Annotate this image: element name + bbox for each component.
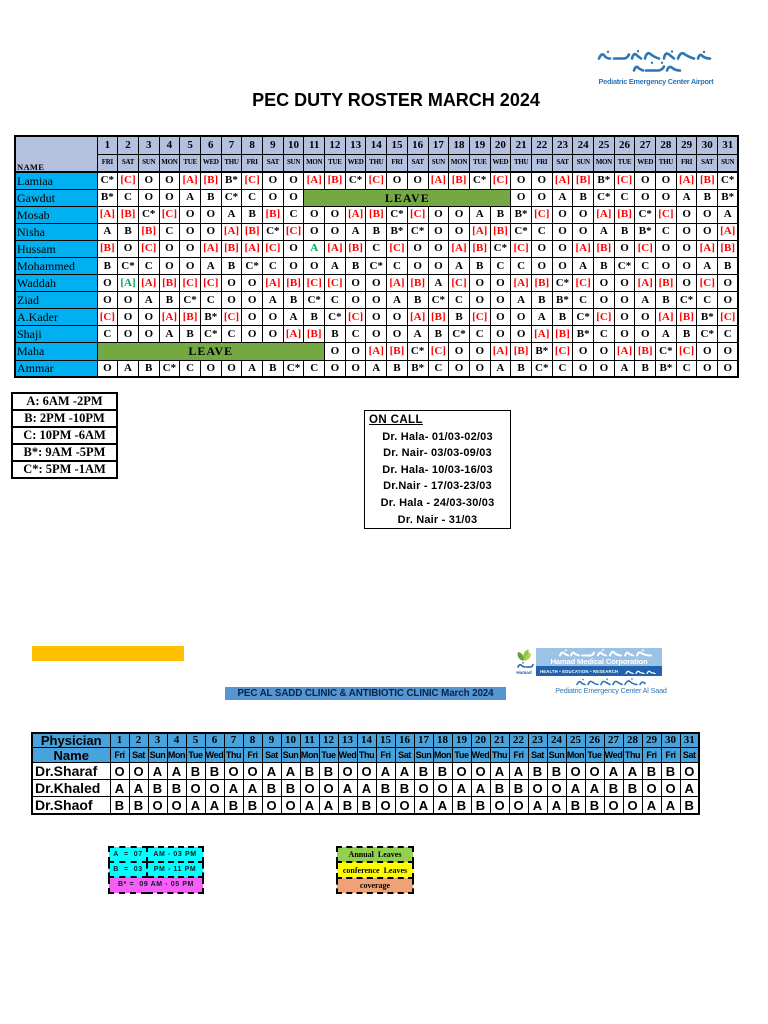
- svg-text:Hamad: Hamad: [516, 670, 532, 675]
